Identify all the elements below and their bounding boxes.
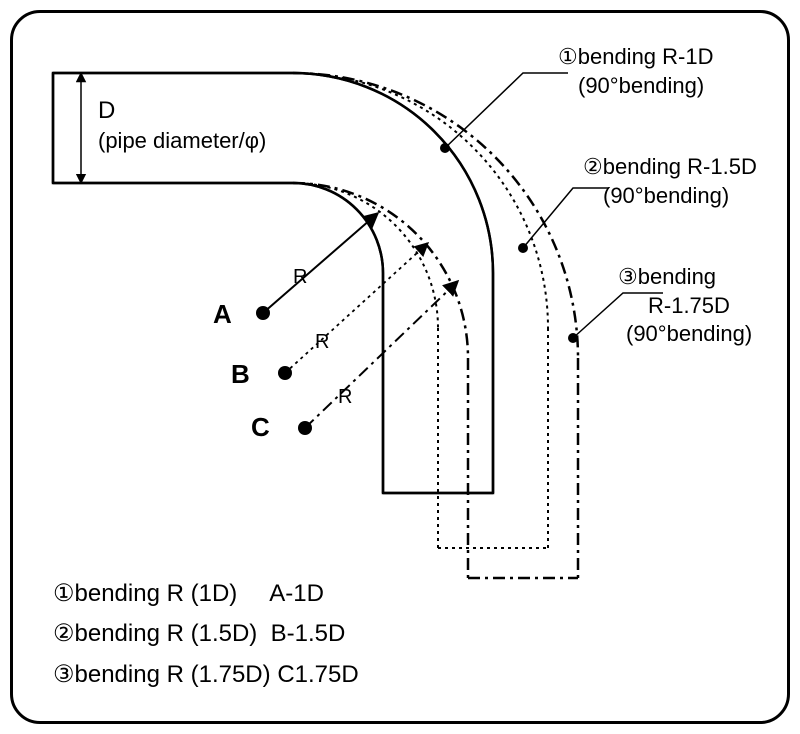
legend-row-3: ③bending R (1.75D) C1.75D bbox=[53, 655, 359, 696]
diagram-frame: D (pipe diameter/φ) A R B R C R ①bending… bbox=[10, 10, 790, 724]
callout-3-line1b: R-1.75D bbox=[618, 293, 730, 318]
center-label-c: C bbox=[251, 412, 270, 442]
center-label-a: A bbox=[213, 299, 232, 329]
r-label-b: R bbox=[315, 331, 329, 353]
callout-3-line1: ③bending bbox=[618, 264, 716, 289]
legend-row-2: ②bending R (1.5D) B-1.5D bbox=[53, 614, 359, 655]
bend-1d-outer-arc bbox=[293, 73, 493, 273]
radius-arrow-c bbox=[305, 281, 458, 428]
center-label-b: B bbox=[231, 359, 250, 389]
d-label-bottom: (pipe diameter/φ) bbox=[98, 128, 266, 153]
r-label-c: R bbox=[338, 386, 352, 408]
callout-1-line2: (90°bending) bbox=[558, 73, 704, 98]
callout-2-text: ②bending R-1.5D (90°bending) bbox=[583, 153, 757, 210]
bend-1.5d-inner-arc bbox=[293, 183, 438, 328]
callout-1-leader bbox=[445, 73, 568, 148]
legend-row-1: ①bending R (1D) A-1D bbox=[53, 574, 359, 615]
callout-3-line2: (90°bending) bbox=[618, 321, 752, 346]
d-label-top: D bbox=[98, 97, 115, 124]
r-label-a: R bbox=[293, 266, 307, 288]
callout-1-text: ①bending R-1D (90°bending) bbox=[558, 43, 713, 100]
callout-3-text: ③bending R-1.75D (90°bending) bbox=[618, 263, 752, 349]
callout-2-line2: (90°bending) bbox=[583, 183, 729, 208]
bend-1.5d-outer-arc bbox=[293, 73, 548, 328]
callout-2-line1: ②bending R-1.5D bbox=[583, 154, 757, 179]
callout-1-line1: ①bending R-1D bbox=[558, 44, 713, 69]
radius-arrow-b bbox=[285, 243, 428, 373]
legend: ①bending R (1D) A-1D ②bending R (1.5D) B… bbox=[53, 574, 359, 696]
bend-1d-inner-arc bbox=[293, 183, 383, 273]
radius-arrow-a bbox=[263, 213, 378, 313]
bend-1.75d-outer-arc bbox=[293, 73, 578, 358]
